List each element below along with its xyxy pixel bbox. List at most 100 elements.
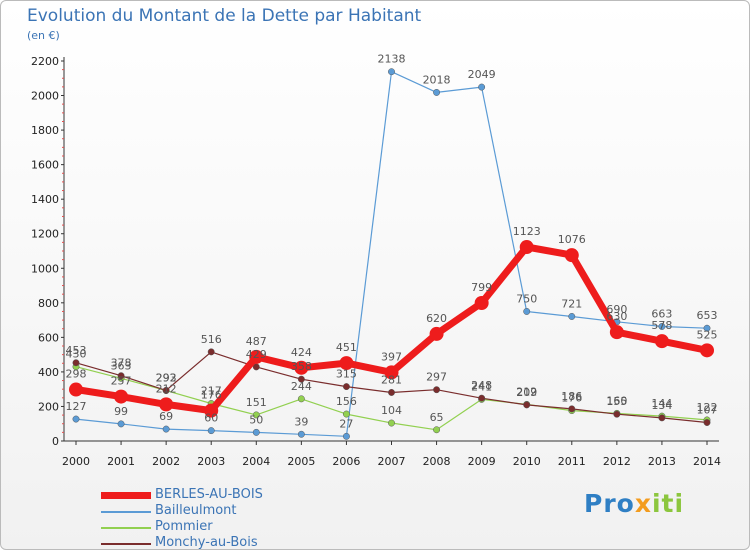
chart-title: Evolution du Montant de la Dette par Hab… <box>27 6 422 26</box>
data-label: 241 <box>471 380 492 393</box>
x-tick-label: 2001 <box>107 455 135 468</box>
x-tick-label: 2014 <box>693 455 721 468</box>
unit-label: (en €) <box>27 29 60 42</box>
data-label: 1076 <box>558 233 586 246</box>
data-point <box>613 410 621 418</box>
legend-label: Monchy-au-Bois <box>155 535 258 550</box>
data-point <box>384 365 399 380</box>
data-point <box>388 68 395 76</box>
legend-label: Bailleulmont <box>155 503 237 518</box>
y-tick-label: 0 <box>52 435 59 448</box>
data-point <box>523 401 531 409</box>
x-tick-label: 2004 <box>242 455 270 468</box>
data-label: 2049 <box>468 68 496 81</box>
y-tick-label: 1400 <box>31 193 59 206</box>
data-label: 209 <box>516 386 537 399</box>
data-point <box>252 411 260 419</box>
y-tick-label: 600 <box>38 331 59 344</box>
legend-label: Pommier <box>155 519 213 534</box>
data-label: 155 <box>606 395 627 408</box>
x-tick-label: 2011 <box>558 455 586 468</box>
data-point <box>72 359 80 367</box>
data-label: 176 <box>561 392 582 405</box>
logo-part: iti <box>651 489 685 518</box>
data-point <box>162 386 170 394</box>
data-point <box>342 432 350 440</box>
y-tick-label: 1800 <box>31 124 59 137</box>
data-label: 156 <box>336 395 357 408</box>
y-tick-label: 400 <box>38 366 59 379</box>
data-label: 363 <box>111 359 132 372</box>
axes: 0 200 400 600 800 1000 1200 1400 1600 1800 2000 220… <box>31 55 721 468</box>
data-point <box>388 419 395 427</box>
data-label: 397 <box>381 350 402 363</box>
data-label: 39 <box>294 415 308 428</box>
data-point <box>523 308 531 315</box>
data-label: 60 <box>204 412 218 425</box>
legend-swatch <box>101 511 151 513</box>
y-tick-label: 800 <box>38 297 59 310</box>
data-label: 151 <box>246 396 267 409</box>
data-point <box>117 420 125 428</box>
data-label: 186 <box>561 390 582 403</box>
data-label: 217 <box>201 385 222 398</box>
data-point <box>658 323 666 330</box>
x-tick-label: 2007 <box>378 455 406 468</box>
y-tick-label: 1000 <box>31 262 59 275</box>
data-label: 281 <box>381 373 402 386</box>
data-point <box>297 395 305 403</box>
data-label: 630 <box>606 310 627 323</box>
data-point <box>114 389 129 404</box>
data-label: 578 <box>651 319 672 332</box>
data-label: 487 <box>246 335 267 348</box>
data-label: 358 <box>291 360 312 373</box>
data-point <box>703 419 711 426</box>
x-tick-label: 2005 <box>287 455 315 468</box>
data-point <box>342 410 350 418</box>
data-label: 257 <box>111 375 132 388</box>
x-tick-label: 2009 <box>468 455 496 468</box>
data-point <box>207 348 215 356</box>
x-tick-label: 2008 <box>423 455 451 468</box>
data-label: 160 <box>606 394 627 407</box>
data-point <box>433 88 441 96</box>
data-point <box>609 325 624 340</box>
data-point <box>568 405 576 413</box>
proxiti-logo: Proxiti <box>584 489 684 518</box>
data-label: 212 <box>516 385 537 398</box>
x-tick-label: 2006 <box>332 455 360 468</box>
x-tick-label: 2013 <box>648 455 676 468</box>
data-label: 107 <box>697 404 718 417</box>
data-point <box>568 313 576 320</box>
data-point <box>703 324 711 332</box>
data-point <box>388 389 395 396</box>
x-tick-label: 2003 <box>197 455 225 468</box>
data-point <box>654 334 669 349</box>
x-tick-label: 2002 <box>152 455 180 468</box>
data-label: 663 <box>651 307 672 320</box>
logo-part: Pro <box>584 489 635 518</box>
data-label: 298 <box>66 368 87 381</box>
data-point <box>297 430 305 438</box>
data-label: 690 <box>606 303 627 316</box>
series-line-segment <box>345 71 393 437</box>
y-tick-label: 1600 <box>31 159 59 172</box>
data-label: 292 <box>156 372 177 385</box>
data-point <box>339 356 354 371</box>
data-point <box>478 394 486 402</box>
data-label: 65 <box>430 411 444 424</box>
data-label: 451 <box>336 341 357 354</box>
y-tick-label: 1200 <box>31 228 59 241</box>
legend-swatch <box>101 527 151 529</box>
data-point <box>69 382 83 397</box>
data-point <box>249 349 264 364</box>
x-tick-label: 2012 <box>603 455 631 468</box>
data-label: 721 <box>561 297 582 310</box>
data-label: 27 <box>339 417 353 430</box>
x-tick-label: 2000 <box>62 455 90 468</box>
data-label: 176 <box>201 389 222 402</box>
data-label: 122 <box>697 401 718 414</box>
